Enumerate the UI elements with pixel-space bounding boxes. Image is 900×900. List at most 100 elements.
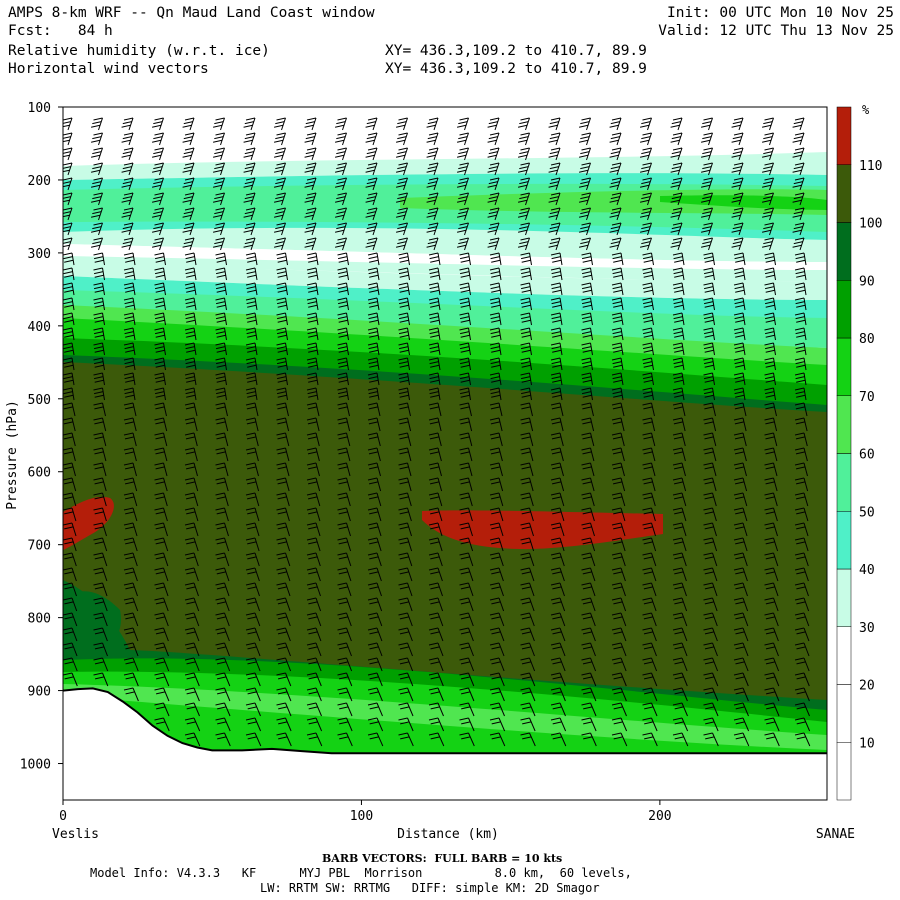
barb-shaft xyxy=(372,192,378,206)
barb-flag xyxy=(490,361,500,365)
barb-flag xyxy=(367,462,378,466)
barb-shaft xyxy=(651,447,656,462)
barb-flag xyxy=(613,274,623,278)
barb-shaft xyxy=(433,132,439,146)
barb-flag xyxy=(611,192,622,196)
barb-flag xyxy=(430,601,440,605)
barb-flag xyxy=(459,387,469,391)
barb-flag xyxy=(184,657,195,661)
barb-shaft xyxy=(346,402,350,417)
barb-shaft xyxy=(407,312,410,326)
barb-flag xyxy=(367,117,378,121)
barb-shaft xyxy=(159,162,164,176)
barb-shaft xyxy=(803,327,807,341)
barb-flag xyxy=(460,571,470,575)
barb-flag xyxy=(186,274,196,278)
barb-shaft xyxy=(437,327,441,341)
barb-flag xyxy=(735,676,745,680)
barb-flag xyxy=(369,394,379,398)
barb-shaft xyxy=(742,282,746,296)
barb-shaft xyxy=(773,627,779,642)
barb-shaft xyxy=(803,372,807,386)
barb-flag xyxy=(460,274,470,278)
barb-flag xyxy=(734,406,745,410)
barb-shaft xyxy=(315,732,323,747)
barb-flag xyxy=(703,492,713,496)
barb-flag xyxy=(549,136,559,140)
barb-flag xyxy=(458,121,468,125)
barb-flag xyxy=(581,327,591,331)
barb-flag xyxy=(276,657,286,661)
barb-shaft xyxy=(281,117,286,131)
barb-shaft xyxy=(224,507,229,522)
barb-flag xyxy=(459,687,469,691)
barb-shaft xyxy=(498,372,502,386)
barb-shaft xyxy=(738,207,744,221)
barb-shaft xyxy=(71,267,75,281)
barb-flag xyxy=(671,226,681,230)
barb-shaft xyxy=(681,252,685,266)
barb-shaft xyxy=(163,702,170,717)
barb-shaft xyxy=(742,672,749,687)
barb-shaft xyxy=(346,327,349,341)
barb-flag xyxy=(520,207,530,211)
barb-flag xyxy=(215,376,226,380)
barb-flag xyxy=(733,432,744,436)
barb-flag xyxy=(795,286,805,290)
barb-flag xyxy=(123,147,134,151)
barb-flag xyxy=(734,361,744,365)
barb-flag xyxy=(795,331,805,335)
barb-flag xyxy=(581,372,591,376)
barb-flag xyxy=(674,274,684,278)
barb-flag xyxy=(183,136,193,140)
barb-flag xyxy=(672,672,683,676)
barb-flag xyxy=(581,376,592,380)
barb-flag xyxy=(428,282,439,286)
barb-flag xyxy=(548,199,558,203)
barb-flag xyxy=(399,496,409,500)
barb-flag xyxy=(428,447,439,451)
barb-flag xyxy=(186,334,196,338)
barb-flag xyxy=(216,481,226,485)
barb-flag xyxy=(398,657,408,661)
barb-flag xyxy=(63,357,73,361)
barb-shaft xyxy=(224,522,229,537)
barb-flag xyxy=(796,691,806,695)
barb-flag xyxy=(427,241,437,245)
barb-shaft xyxy=(464,207,469,221)
barb-shaft xyxy=(620,567,626,582)
barb-flag xyxy=(794,402,805,406)
barb-shaft xyxy=(372,132,378,146)
barb-shaft xyxy=(738,192,744,206)
barb-shaft xyxy=(71,312,75,326)
barb-flag xyxy=(674,616,684,620)
barb-flag xyxy=(460,349,470,353)
barb-flag xyxy=(491,319,501,323)
barb-flag xyxy=(64,526,74,530)
barb-flag xyxy=(306,567,317,571)
barb-shaft xyxy=(315,687,322,702)
barb-shaft xyxy=(529,717,536,732)
barb-flag xyxy=(673,346,683,350)
barb-shaft xyxy=(525,192,530,206)
barb-flag xyxy=(582,511,592,515)
barb-shaft xyxy=(494,177,500,191)
barb-shaft xyxy=(803,612,810,627)
barb-flag xyxy=(670,154,680,158)
barb-flag xyxy=(578,184,589,188)
barb-shaft xyxy=(220,177,225,191)
barb-shaft xyxy=(677,207,683,221)
barb-flag xyxy=(794,462,805,466)
barb-flag xyxy=(703,252,713,256)
barb-flag xyxy=(643,541,653,545)
barb-shaft xyxy=(407,537,413,552)
barb-flag xyxy=(398,387,408,391)
barb-shaft xyxy=(71,627,78,642)
barb-flag xyxy=(367,567,378,571)
barb-flag xyxy=(94,406,104,410)
barb-flag xyxy=(337,327,347,331)
barb-flag xyxy=(64,556,74,560)
barb-flag xyxy=(613,511,623,515)
barb-shaft xyxy=(315,462,320,477)
barb-flag xyxy=(153,196,163,200)
